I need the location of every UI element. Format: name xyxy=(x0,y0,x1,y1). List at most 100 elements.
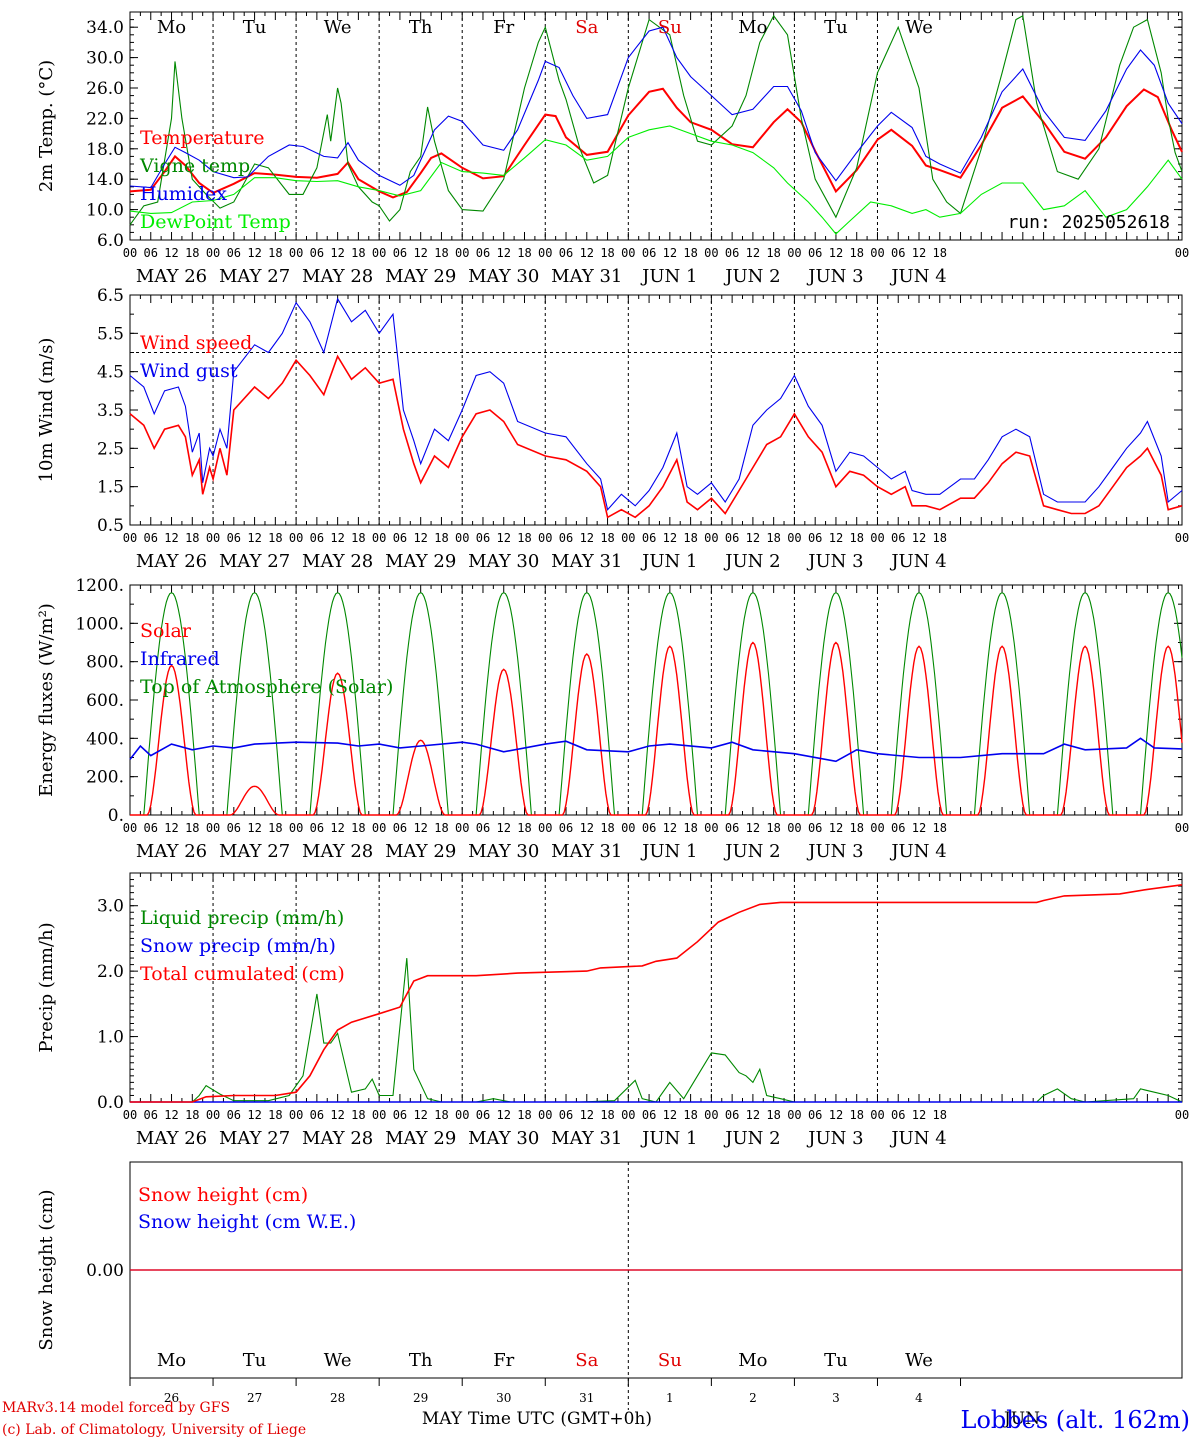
y-tick-label: 34.0 xyxy=(86,18,124,38)
day-number: 29 xyxy=(413,1391,428,1405)
panel-precip: 00 06 12 18 MAY 26 00 06 12 18 MAY 27 00 06 12 18 MAY … xyxy=(36,872,1189,1149)
hour-tick-label: 12 xyxy=(247,531,261,545)
hour-tick-label: 06 xyxy=(725,1108,739,1122)
weekday-label: Mo xyxy=(738,17,767,38)
line-wind-gust xyxy=(129,297,1183,511)
hour-tick-label: 18 xyxy=(683,821,697,835)
weekday-label: Tu xyxy=(824,17,848,38)
hour-tick-label: 06 xyxy=(310,246,324,260)
hour-tick-label: 12 xyxy=(413,531,427,545)
hour-tick-label: 18 xyxy=(933,1108,947,1122)
hour-tick-label: 00 xyxy=(704,246,718,260)
hour-tick-label: 18 xyxy=(683,531,697,545)
hour-tick-label: 12 xyxy=(663,1108,677,1122)
y-tick-label: 1.5 xyxy=(97,478,124,498)
hour-tick-label: 12 xyxy=(164,531,178,545)
x-axis-label: Time UTC (GMT+0h) xyxy=(468,1409,652,1429)
y-tick-label: 14.0 xyxy=(86,170,124,190)
y-tick-label: 26.0 xyxy=(86,79,124,99)
hour-tick-label: 12 xyxy=(663,821,677,835)
hour-tick-label: 18 xyxy=(600,821,614,835)
y-axis-label: 10m Wind (m/s) xyxy=(36,338,57,483)
y-tick-label: 6.5 xyxy=(97,286,124,306)
hour-tick-label: 18 xyxy=(185,246,199,260)
weekday-label: Th xyxy=(409,1350,433,1371)
line-toa-solar xyxy=(130,592,1183,816)
weekday-label: We xyxy=(324,17,352,38)
date-label: MAY 27 xyxy=(219,266,290,287)
date-label: MAY 29 xyxy=(385,551,456,572)
weekday-label: Mo xyxy=(738,1350,767,1371)
date-label: MAY 26 xyxy=(136,841,207,862)
hour-tick-label: 00 xyxy=(870,531,884,545)
month-label-may: MAY xyxy=(422,1409,463,1429)
hour-tick-label: 18 xyxy=(600,1108,614,1122)
line-humidex xyxy=(129,26,1183,189)
hour-tick-label: 12 xyxy=(247,246,261,260)
hour-tick-label: 06 xyxy=(725,246,739,260)
hour-tick-label: 18 xyxy=(517,821,531,835)
y-tick-label: 3.0 xyxy=(97,897,124,917)
hour-tick-label: 18 xyxy=(933,821,947,835)
line-dewpoint xyxy=(129,125,1183,235)
hour-tick-label: 00 xyxy=(1175,246,1189,260)
hour-tick-label: 12 xyxy=(746,246,760,260)
hour-tick-label: 18 xyxy=(517,531,531,545)
hour-tick-label: 00 xyxy=(206,531,220,545)
hour-tick-label: 00 xyxy=(621,531,635,545)
y-tick-label: 0. xyxy=(108,806,124,826)
line-temperature xyxy=(129,87,1183,199)
hour-tick-label: 00 xyxy=(621,1108,635,1122)
y-axis-label: 2m Temp. (°C) xyxy=(36,60,57,192)
hour-tick-label: 06 xyxy=(642,531,656,545)
hour-tick-label: 18 xyxy=(600,246,614,260)
hour-tick-label: 18 xyxy=(849,821,863,835)
hour-tick-label: 06 xyxy=(393,246,407,260)
hour-tick-label: 06 xyxy=(559,821,573,835)
hour-tick-label: 12 xyxy=(746,531,760,545)
hour-tick-label: 12 xyxy=(829,531,843,545)
date-label: JUN 1 xyxy=(640,551,697,572)
legend-solar: Solar xyxy=(140,620,192,642)
date-label: MAY 28 xyxy=(302,551,373,572)
y-axis-label: Energy fluxes (W/m²) xyxy=(36,603,57,797)
hour-tick-label: 00 xyxy=(621,246,635,260)
hour-tick-label: 00 xyxy=(787,821,801,835)
day-number: 1 xyxy=(666,1391,674,1405)
y-tick-label: 2.5 xyxy=(97,439,124,459)
hour-tick-label: 06 xyxy=(559,531,573,545)
weekday-label: Tu xyxy=(824,1350,848,1371)
weekday-label: Fr xyxy=(493,17,514,38)
hour-tick-label: 18 xyxy=(351,1108,365,1122)
hour-tick-label: 12 xyxy=(330,531,344,545)
date-label: MAY 31 xyxy=(551,551,622,572)
legend-snow-height-cm: Snow height (cm) xyxy=(138,1184,308,1206)
hour-tick-label: 12 xyxy=(497,531,511,545)
panel-energy: 00 06 12 18 MAY 26 00 06 12 18 MAY 27 00 06 12 18 MAY … xyxy=(36,576,1189,862)
date-label: JUN 3 xyxy=(806,266,863,287)
day-number: 4 xyxy=(915,1391,923,1405)
hour-tick-label: 06 xyxy=(476,531,490,545)
hour-tick-label: 18 xyxy=(351,531,365,545)
y-tick-label: 200. xyxy=(86,768,124,788)
hour-tick-label: 12 xyxy=(663,531,677,545)
hour-tick-label: 06 xyxy=(227,821,241,835)
weekday-label: Fr xyxy=(493,1350,514,1371)
day-number: 28 xyxy=(330,1391,345,1405)
hour-tick-label: 00 xyxy=(787,246,801,260)
hour-tick-label: 12 xyxy=(164,1108,178,1122)
hour-tick-label: 12 xyxy=(164,246,178,260)
hour-tick-label: 12 xyxy=(164,821,178,835)
hour-tick-label: 06 xyxy=(476,246,490,260)
hour-tick-label: 12 xyxy=(413,246,427,260)
hour-tick-label: 12 xyxy=(247,821,261,835)
date-label: JUN 2 xyxy=(723,841,780,862)
hour-tick-label: 12 xyxy=(580,1108,594,1122)
weekday-label: We xyxy=(905,17,933,38)
hour-tick-label: 18 xyxy=(517,1108,531,1122)
y-tick-label: 0.5 xyxy=(97,516,124,536)
hour-tick-label: 18 xyxy=(766,821,780,835)
hour-tick-label: 06 xyxy=(144,1108,158,1122)
hour-tick-label: 18 xyxy=(185,531,199,545)
hour-tick-label: 00 xyxy=(621,821,635,835)
